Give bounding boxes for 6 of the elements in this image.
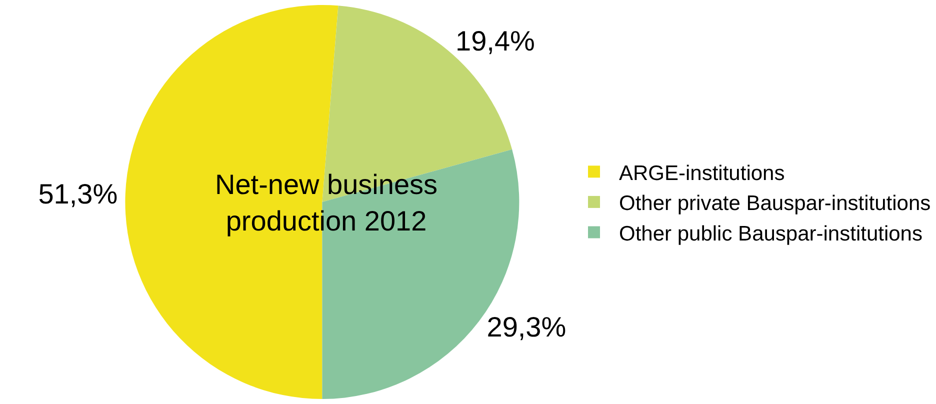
legend-label: Other public Bauspar-institutions (619, 222, 922, 246)
data-label: 19,4% (456, 26, 535, 57)
legend-label: ARGE-institutions (619, 162, 785, 185)
legend-label: Other private Bauspar-institutions (619, 192, 931, 216)
data-label: 29,3% (486, 311, 566, 342)
data-label: 51,3% (38, 178, 118, 210)
